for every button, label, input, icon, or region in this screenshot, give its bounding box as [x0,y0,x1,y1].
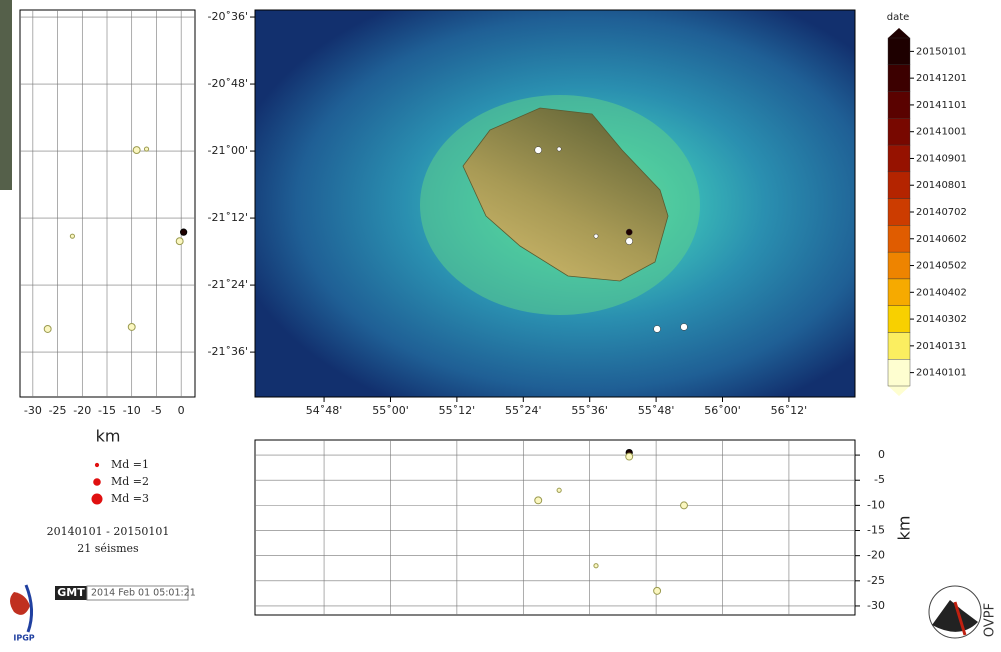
colorbar-segment [888,65,910,92]
event-depth-lon [557,488,561,492]
event-depth-lon [681,502,688,509]
legend-dot [95,463,99,467]
count: 21 séismes [77,542,139,555]
event-map [535,147,542,154]
event-map [594,234,598,238]
colorbar-label: 20140602 [916,234,967,245]
ovpf-text: OVPF [983,603,998,637]
colorbar-label: 20140402 [916,287,967,298]
legend-label: Md =3 [111,492,149,505]
event-depth-lat [176,238,183,245]
colorbar-segment [888,38,910,65]
gmt-logo-text: GMT [57,586,85,599]
depth-tick-label: -15 [867,524,885,537]
lon-tick-label: 56˚12' [771,404,808,417]
event-depth-lat [128,324,135,331]
colorbar-label: 20140801 [916,180,967,191]
event-depth-lat [133,147,140,154]
colorbar-label: 20141201 [916,73,967,84]
legend-dot [93,478,101,486]
photo-strip [0,0,12,190]
colorbar-segment [888,92,910,119]
depth-lon-frame [255,440,855,615]
colorbar-label: 20140131 [916,341,967,352]
depth-tick-label: -30 [867,599,885,612]
colorbar-label: 20140901 [916,153,967,164]
legend-label: Md =1 [111,458,149,471]
lon-tick-label: 55˚00' [372,404,409,417]
legend-label: Md =2 [111,475,149,488]
lon-tick-label: 55˚48' [638,404,675,417]
event-depth-lon [626,453,633,460]
colorbar-label: 20140302 [916,314,967,325]
lat-tick-label: -20˚36' [208,10,249,23]
depth-lat-frame [20,10,195,397]
colorbar-segment [888,359,910,386]
event-map [681,324,688,331]
event-map [557,147,561,151]
colorbar-segment [888,279,910,306]
ipgp-logo [10,592,30,615]
axis-label: km [96,427,121,446]
colorbar-label: 20141101 [916,100,967,111]
lat-tick-label: -20˚48' [208,77,249,90]
depth-tick-label: 0 [178,404,185,417]
colorbar-title: date [887,12,910,23]
depth-tick-label: 0 [878,448,885,461]
depth-tick-label: -15 [98,404,116,417]
event-depth-lat [44,326,51,333]
legend-dot [92,494,103,505]
figure: km km date 20140101 - 20150101 21 séisme… [0,0,1001,652]
lon-tick-label: 55˚12' [439,404,476,417]
colorbar-segment [888,199,910,226]
depth-tick-label: -20 [73,404,91,417]
colorbar-cap [888,28,910,38]
colorbar-segment [888,332,910,359]
event-map [626,238,633,245]
depth-tick-label: -30 [24,404,42,417]
depth-tick-label: -25 [867,574,885,587]
event-depth-lat [144,147,148,151]
period: 20140101 - 20150101 [47,525,170,538]
lat-tick-label: -21˚24' [208,278,249,291]
event-depth-lon [654,587,661,594]
lat-tick-label: -21˚00' [208,144,249,157]
event-depth-lon [535,497,542,504]
colorbar-segment [888,118,910,145]
colorbar-cap [888,386,910,396]
colorbar-label: 20140502 [916,261,967,272]
axis-label: km [895,516,914,541]
event-depth-lat [70,234,74,238]
lon-tick-label: 56˚00' [704,404,741,417]
timestamp: 2014 Feb 01 05:01:21 [91,588,196,599]
colorbar-segment [888,172,910,199]
depth-tick-label: -5 [874,473,885,486]
colorbar-label: 20140702 [916,207,967,218]
depth-tick-label: -10 [867,498,885,511]
colorbar-label: 20140101 [916,368,967,379]
event-map [626,229,632,235]
colorbar-label: 20150101 [916,46,967,57]
depth-tick-label: -5 [151,404,162,417]
lon-tick-label: 55˚24' [505,404,542,417]
colorbar-segment [888,145,910,172]
lat-tick-label: -21˚36' [208,345,249,358]
colorbar-segment [888,306,910,333]
lon-tick-label: 54˚48' [306,404,343,417]
lon-tick-label: 55˚36' [571,404,608,417]
colorbar-segment [888,252,910,279]
ipgp-text: IPGP [13,634,34,643]
colorbar-label: 20141001 [916,127,967,138]
event-map [654,326,661,333]
lat-tick-label: -21˚12' [208,211,249,224]
depth-tick-label: -10 [123,404,141,417]
depth-tick-label: -25 [49,404,67,417]
colorbar-segment [888,225,910,252]
event-depth-lat [181,229,187,235]
depth-tick-label: -20 [867,549,885,562]
event-depth-lon [594,564,598,568]
